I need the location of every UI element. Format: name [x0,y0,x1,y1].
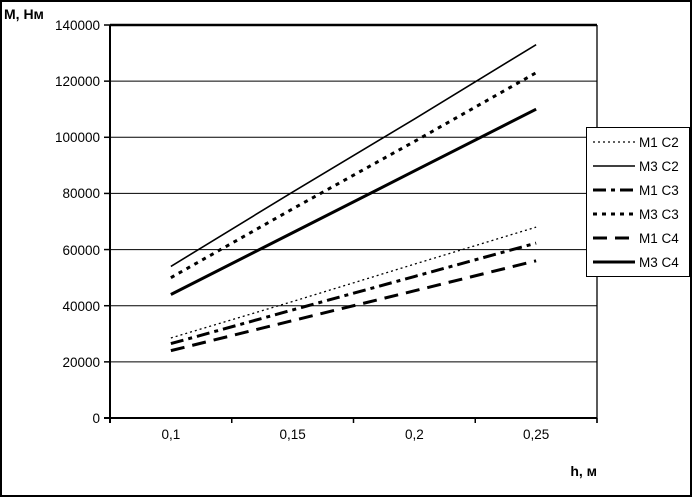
legend-item: M3 C4 [591,255,687,270]
legend-line-sample [593,165,635,167]
legend-item-label: M1 C2 [639,134,679,150]
legend-line-sample [593,141,635,143]
series-line-M3-C3 [170,71,537,279]
x-axis-title: h, м [570,463,597,479]
x-tick-label: 0,15 [279,427,306,442]
y-tick-label: 80000 [62,186,100,202]
legend-item-label: M1 C4 [639,230,679,246]
legend-item-label: M3 C4 [639,254,679,270]
series-line-M3-C2 [170,43,537,268]
y-tick-label: 120000 [54,74,100,90]
legend-item: M1 C3 [591,183,687,198]
legend-line-sample [593,212,635,216]
y-tick-label: 140000 [54,18,100,33]
legend-line-sample [593,236,635,240]
legend-item-label: M3 C2 [639,158,679,174]
x-tick-label: 0,25 [522,427,550,442]
series-line-M1-C3 [170,241,537,346]
legend-item-label: M3 C3 [639,206,679,222]
legend-line-sample [593,188,635,192]
series-line-M1-C4 [170,259,537,353]
x-tick-label: 0,2 [404,427,424,442]
x-tick-label: 0,1 [161,427,181,442]
legend: M1 C2 M3 C2 M1 C3 M3 C3 M1 C4 M3 C4 [586,127,690,277]
legend-item: M1 C4 [591,231,687,246]
y-tick-label: 60000 [62,242,100,258]
legend-item: M3 C3 [591,207,687,222]
y-tick-label: 100000 [54,130,100,146]
series-line-M1-C2 [170,226,537,339]
legend-item: M3 C2 [591,159,687,174]
legend-item-label: M1 C3 [639,182,679,198]
legend-line-sample [593,260,635,264]
legend-item: M1 C2 [591,135,687,150]
series-line-M3-C4 [170,107,537,296]
y-tick-label: 0 [92,411,100,426]
y-tick-label: 40000 [62,298,100,314]
y-axis-title: М, Нм [4,6,44,22]
y-tick-label: 20000 [62,354,100,370]
